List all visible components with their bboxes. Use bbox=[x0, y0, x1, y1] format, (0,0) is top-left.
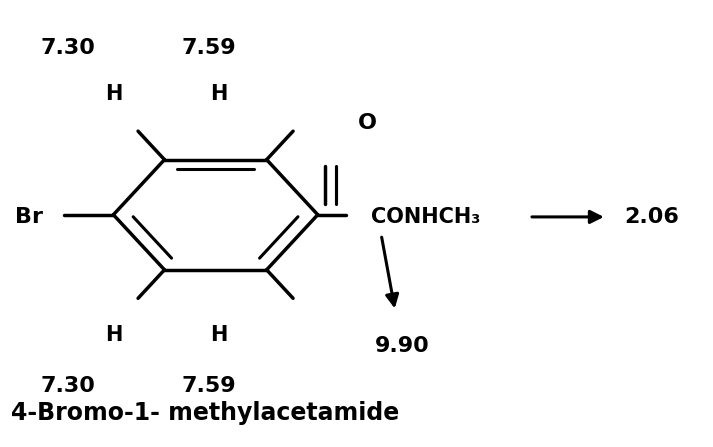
Text: 7.30: 7.30 bbox=[40, 376, 95, 396]
Text: CONHCH₃: CONHCH₃ bbox=[371, 207, 480, 227]
Text: H: H bbox=[210, 325, 227, 346]
Text: H: H bbox=[105, 325, 122, 346]
Text: 9.90: 9.90 bbox=[375, 336, 430, 356]
Text: Br: Br bbox=[15, 207, 43, 227]
Text: 2.06: 2.06 bbox=[625, 207, 679, 227]
Text: 7.30: 7.30 bbox=[40, 38, 95, 58]
Text: O: O bbox=[358, 113, 376, 133]
Text: 7.59: 7.59 bbox=[181, 38, 236, 58]
Text: 7.59: 7.59 bbox=[181, 376, 236, 396]
Text: H: H bbox=[105, 84, 122, 104]
Text: 4-Bromo-1- methylacetamide: 4-Bromo-1- methylacetamide bbox=[11, 401, 399, 425]
Text: H: H bbox=[210, 84, 227, 104]
